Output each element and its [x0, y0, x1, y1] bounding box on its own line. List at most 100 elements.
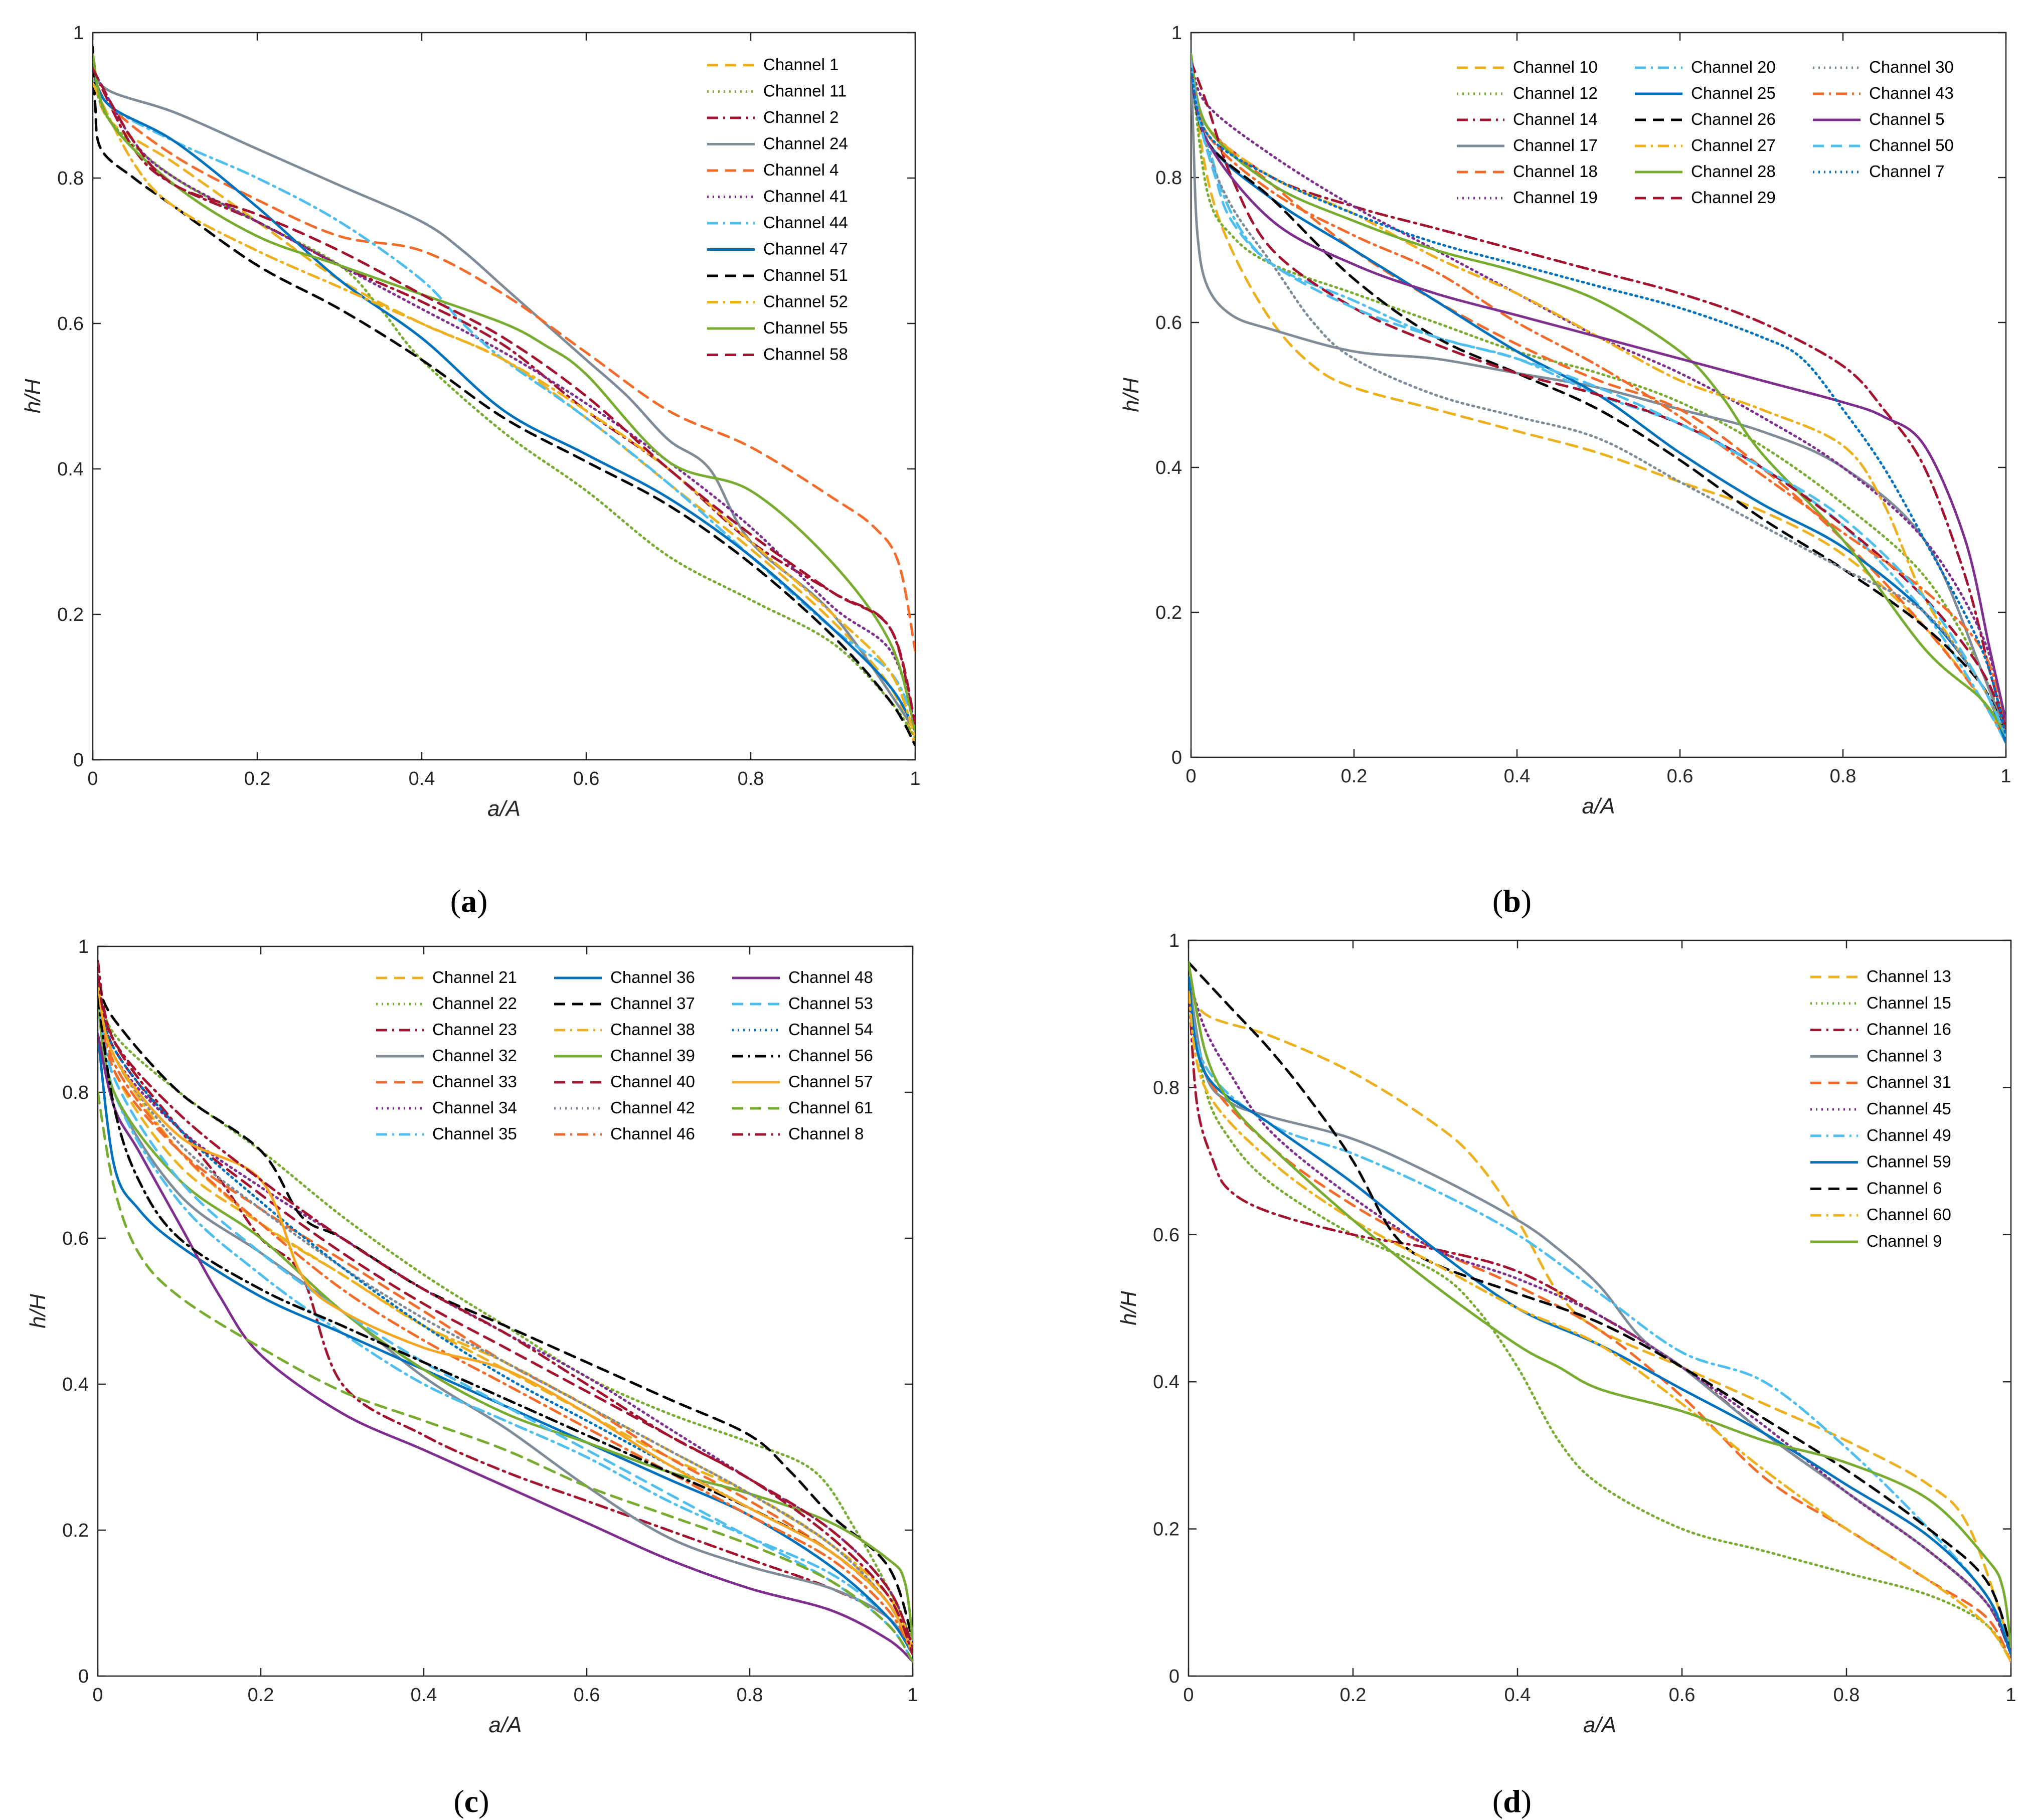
- legend-label: Channel 6: [1867, 1179, 1942, 1197]
- series-line-channel-4: [93, 68, 915, 652]
- legend-label: Channel 46: [610, 1124, 695, 1143]
- legend-label: Channel 52: [763, 292, 848, 311]
- series-line-channel-45: [1189, 975, 2011, 1656]
- legend-label: Channel 42: [610, 1098, 695, 1117]
- y-tick-label: 0.2: [57, 604, 84, 625]
- legend-label: Channel 61: [788, 1098, 873, 1117]
- panel-caption: (d): [1492, 1783, 1532, 1819]
- legend-label: Channel 23: [432, 1020, 517, 1039]
- chart-panel-a: 0 0.2 0.4 0.6 0.8 1 0 0.2 0.4 0.6 0.8 1 a/A h/H Channe…: [21, 23, 921, 821]
- x-tick-label: 0.8: [1833, 1685, 1860, 1706]
- series-line-channel-41: [93, 68, 915, 725]
- series-line-channel-28: [1191, 53, 2006, 737]
- x-tick-label: 0.2: [244, 768, 271, 789]
- plot-area: [1188, 939, 2012, 1677]
- plot-area: [92, 32, 916, 761]
- x-tick-label: 0.2: [1340, 1685, 1367, 1706]
- y-tick-label: 0: [1171, 747, 1182, 768]
- series-line-channel-22: [98, 981, 913, 1641]
- legend-label: Channel 21: [432, 968, 517, 986]
- y-axis-label: h/H: [26, 1294, 50, 1329]
- series-line-channel-5: [1191, 67, 2006, 723]
- legend-label: Channel 41: [763, 187, 848, 206]
- series-line-channel-1: [93, 68, 915, 747]
- legend-label: Channel 3: [1867, 1046, 1942, 1065]
- x-tick-label: 0: [87, 768, 98, 789]
- series-line-channel-47: [93, 68, 915, 732]
- series-line-channel-52: [93, 82, 915, 739]
- series-line-channel-14: [1191, 67, 2006, 730]
- legend-label: Channel 10: [1513, 58, 1598, 76]
- panel-caption: (a): [450, 883, 488, 919]
- series-line-channel-15: [1189, 975, 2011, 1663]
- x-tick-label: 0.8: [737, 1685, 763, 1706]
- legend: Channel 21 Channel 22 Channel 23 Channel 32…: [376, 968, 873, 1143]
- x-tick-label: 0: [1186, 766, 1196, 787]
- series-line-channel-24: [93, 68, 915, 732]
- series-line-channel-30: [1191, 67, 2006, 737]
- legend-label: Channel 48: [788, 968, 873, 986]
- series-line-channel-7: [1191, 67, 2006, 737]
- x-tick-label: 0: [1183, 1685, 1194, 1706]
- x-tick-label: 1: [2005, 1685, 2016, 1706]
- legend-label: Channel 30: [1869, 58, 1954, 76]
- x-tick-label: 0.6: [573, 768, 600, 789]
- legend-label: Channel 45: [1867, 1099, 1951, 1118]
- x-tick-label: 0.4: [1504, 1685, 1531, 1706]
- legend: Channel 13 Channel 15 Channel 16 Channel 3 C…: [1810, 967, 1951, 1250]
- legend-label: Channel 50: [1869, 136, 1954, 154]
- series-line-channel-54: [98, 981, 913, 1656]
- x-tick-label: 0.6: [1667, 766, 1694, 787]
- y-tick-label: 0.8: [57, 168, 84, 189]
- series-line-channel-6: [1189, 961, 2011, 1648]
- series-line-channel-61: [98, 1091, 913, 1663]
- y-tick-label: 0: [73, 750, 84, 771]
- x-axis-label: a/A: [488, 1713, 522, 1737]
- legend-label: Channel 18: [1513, 162, 1598, 181]
- legend-label: Channel 53: [788, 994, 873, 1013]
- legend-label: Channel 27: [1691, 136, 1776, 154]
- series-line-channel-42: [98, 981, 913, 1656]
- legend-label: Channel 2: [763, 108, 838, 126]
- series-line-channel-51: [93, 46, 915, 747]
- legend-label: Channel 31: [1867, 1073, 1951, 1091]
- legend-label: Channel 51: [763, 266, 848, 284]
- x-tick-label: 1: [907, 1685, 918, 1706]
- x-tick-label: 0.6: [574, 1685, 600, 1706]
- legend-label: Channel 17: [1513, 136, 1598, 154]
- x-tick-label: 0: [92, 1685, 103, 1706]
- plot-area: [97, 945, 914, 1677]
- x-tick-label: 0.4: [1504, 766, 1531, 787]
- legend-label: Channel 9: [1867, 1232, 1942, 1250]
- series-line-channel-11: [93, 68, 915, 739]
- legend-label: Channel 59: [1867, 1152, 1951, 1171]
- series-line-channel-17: [1191, 53, 2006, 737]
- y-tick-label: 0.4: [57, 459, 84, 480]
- chart-panel-c: 0 0.2 0.4 0.6 0.8 1 0 0.2 0.4 0.6 0.8 1 a/A h/H Channe…: [26, 936, 918, 1737]
- legend-label: Channel 58: [763, 345, 848, 364]
- legend-label: Channel 43: [1869, 84, 1954, 102]
- y-tick-label: 0: [78, 1666, 89, 1687]
- y-axis-label: h/H: [1119, 378, 1143, 412]
- series-line-channel-58: [93, 68, 915, 725]
- y-tick-label: 0.2: [1153, 1519, 1179, 1540]
- y-tick-label: 0.4: [1155, 457, 1182, 478]
- series-line-channel-46: [98, 981, 913, 1656]
- x-tick-label: 0.4: [411, 1685, 437, 1706]
- x-tick-label: 0.4: [409, 768, 435, 789]
- series-line-channel-32: [98, 996, 913, 1656]
- y-tick-label: 1: [1171, 23, 1182, 44]
- y-tick-label: 0: [1169, 1666, 1179, 1687]
- legend-label: Channel 12: [1513, 84, 1598, 102]
- x-axis-label: a/A: [1582, 794, 1615, 818]
- series-line-channel-37: [98, 981, 913, 1641]
- y-axis-label: h/H: [21, 379, 45, 414]
- series-group: [1191, 53, 2006, 744]
- series-line-channel-50: [1191, 60, 2006, 737]
- panel-caption: (b): [1492, 883, 1532, 919]
- legend-label: Channel 57: [788, 1072, 873, 1091]
- series-line-channel-53: [98, 988, 913, 1663]
- y-tick-label: 0.2: [1155, 602, 1182, 623]
- series-line-channel-44: [93, 68, 915, 725]
- legend-label: Channel 39: [610, 1046, 695, 1065]
